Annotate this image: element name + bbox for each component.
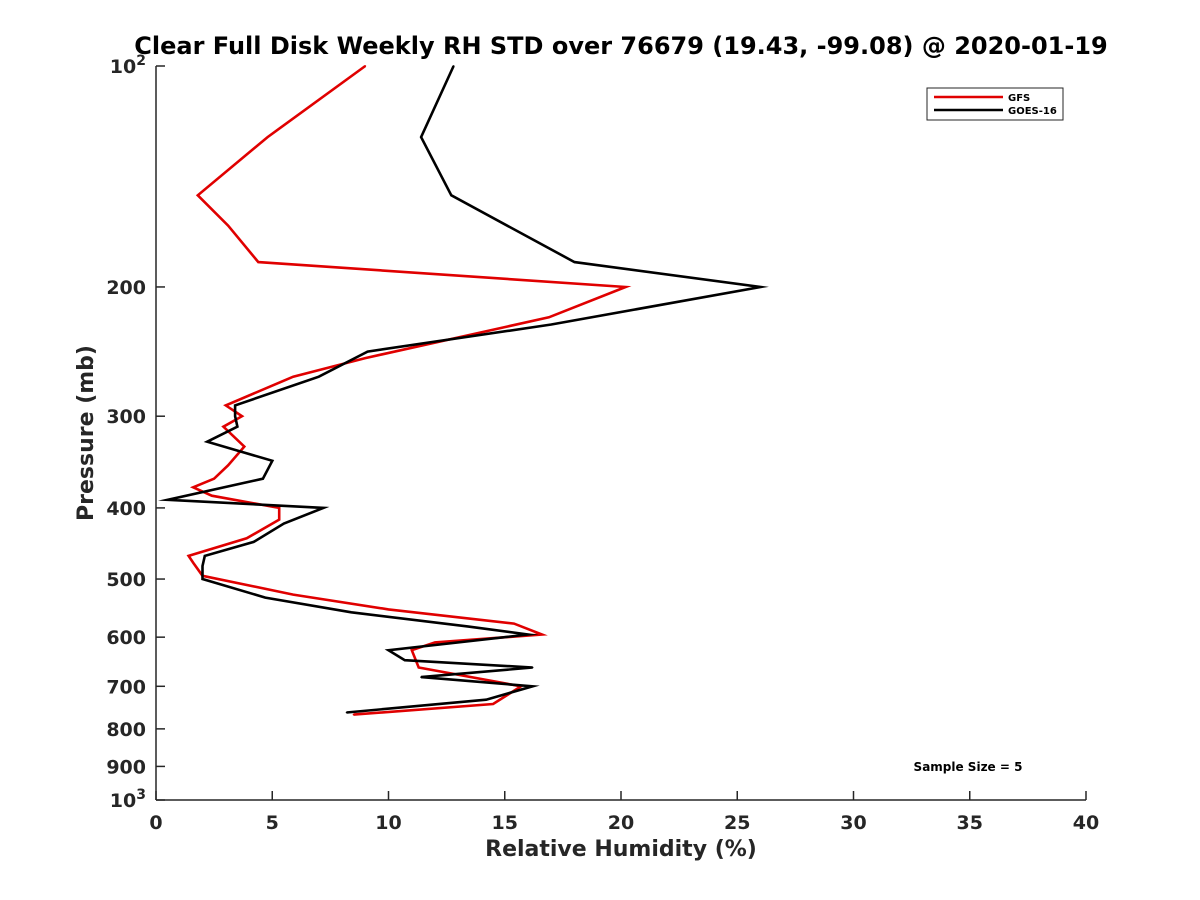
data-point-gfs (266, 136, 269, 139)
data-point-goes16 (236, 425, 239, 428)
data-point-gfs (192, 486, 195, 489)
x-axis-ticks: 0 5 10 15 20 25 30 35 40 (149, 791, 1099, 834)
data-point-gfs (434, 641, 436, 644)
x-tick-label: 40 (1073, 812, 1099, 834)
y-tick-label: 700 (106, 676, 146, 698)
data-point-goes16 (206, 440, 209, 443)
data-point-gfs (278, 507, 281, 509)
data-point-goes16 (366, 350, 369, 353)
legend-label-goes16: GOES-16 (1008, 106, 1057, 117)
x-tick-label: 15 (492, 812, 518, 834)
data-point-goes16 (420, 136, 422, 139)
data-point-goes16 (550, 323, 553, 326)
data-point-gfs (222, 425, 225, 428)
data-point-gfs (241, 415, 243, 418)
data-point-goes16 (759, 286, 762, 288)
x-tick-label: 0 (149, 812, 162, 834)
data-point-gfs (292, 593, 295, 596)
legend-label-gfs: GFS (1008, 93, 1030, 104)
y-tick-label: 102 (110, 53, 146, 78)
data-point-gfs (257, 261, 260, 263)
y-tick-label: 103 (110, 787, 146, 812)
data-point-gfs (245, 537, 248, 540)
data-point-gfs (187, 555, 190, 557)
series-line-goes16 (157, 65, 769, 714)
data-point-goes16 (466, 625, 469, 628)
data-point-gfs (243, 445, 246, 448)
data-point-goes16 (271, 459, 274, 462)
data-point-gfs (192, 561, 195, 564)
y-tick-label: 300 (106, 406, 146, 428)
data-point-gfs (224, 404, 227, 407)
data-point-goes16 (531, 685, 534, 688)
x-tick-label: 30 (840, 812, 866, 834)
data-point-goes16 (420, 676, 422, 678)
x-tick-label: 20 (608, 812, 634, 834)
y-tick-label: 600 (106, 627, 146, 649)
y-tick-label: 500 (106, 569, 146, 591)
data-point-goes16 (527, 633, 529, 636)
data-point-goes16 (350, 611, 353, 614)
y-axis-ticks: 102 200 300 400 500 600 700 800 900 103 (106, 53, 165, 812)
data-point-goes16 (201, 565, 204, 567)
data-point-goes16 (322, 507, 325, 509)
data-point-goes16 (531, 666, 534, 669)
data-point-gfs (292, 375, 295, 378)
x-tick-label: 10 (375, 812, 401, 834)
data-point-goes16 (252, 541, 255, 543)
data-point-goes16 (262, 477, 264, 480)
chart-title: Clear Full Disk Weekly RH STD over 76679… (134, 32, 1107, 60)
data-point-gfs (227, 464, 230, 467)
legend: GFS GOES-16 (926, 87, 1064, 121)
data-point-goes16 (234, 404, 237, 407)
plot-area: 0 5 10 15 20 25 30 35 40 102 200 300 400 500 600 700 80… (106, 53, 1099, 834)
data-point-gfs (513, 622, 515, 625)
data-point-goes16 (452, 65, 455, 67)
x-axis-label: Relative Humidity (%) (485, 837, 757, 862)
data-point-gfs (364, 65, 367, 67)
data-point-goes16 (234, 415, 237, 418)
x-tick-label: 25 (724, 812, 750, 834)
data-point-gfs (278, 518, 281, 521)
data-point-gfs (548, 316, 550, 319)
y-tick-label: 800 (106, 719, 146, 741)
data-point-goes16 (264, 596, 267, 599)
y-tick-label: 200 (106, 277, 146, 299)
sample-size-annotation: Sample Size = 5 (914, 760, 1023, 774)
data-point-gfs (387, 608, 390, 611)
data-point-goes16 (485, 698, 487, 701)
data-point-gfs (624, 286, 627, 288)
data-point-gfs (213, 477, 216, 480)
y-tick-label: 400 (106, 498, 146, 520)
legend-box (926, 87, 1064, 121)
x-tick-label: 35 (957, 812, 983, 834)
data-point-gfs (364, 357, 367, 359)
data-point-gfs (492, 703, 494, 705)
y-tick-label: 900 (106, 756, 146, 778)
data-point-goes16 (203, 555, 206, 557)
series-layer (157, 64, 769, 716)
data-point-goes16 (573, 261, 576, 263)
data-point-goes16 (317, 375, 320, 378)
data-point-goes16 (283, 522, 285, 525)
data-point-gfs (410, 649, 413, 652)
data-point-gfs (210, 494, 213, 497)
data-point-goes16 (166, 498, 169, 501)
data-point-gfs (227, 224, 230, 227)
data-point-gfs (541, 633, 543, 636)
y-axis-label: Pressure (mb) (74, 345, 99, 521)
data-point-goes16 (403, 659, 406, 662)
data-point-goes16 (450, 194, 453, 197)
data-point-gfs (352, 713, 355, 716)
data-point-gfs (417, 666, 420, 669)
data-point-gfs (196, 194, 199, 197)
data-point-goes16 (345, 711, 348, 714)
x-tick-label: 5 (266, 812, 279, 834)
data-point-goes16 (201, 578, 204, 580)
data-point-goes16 (387, 649, 390, 652)
